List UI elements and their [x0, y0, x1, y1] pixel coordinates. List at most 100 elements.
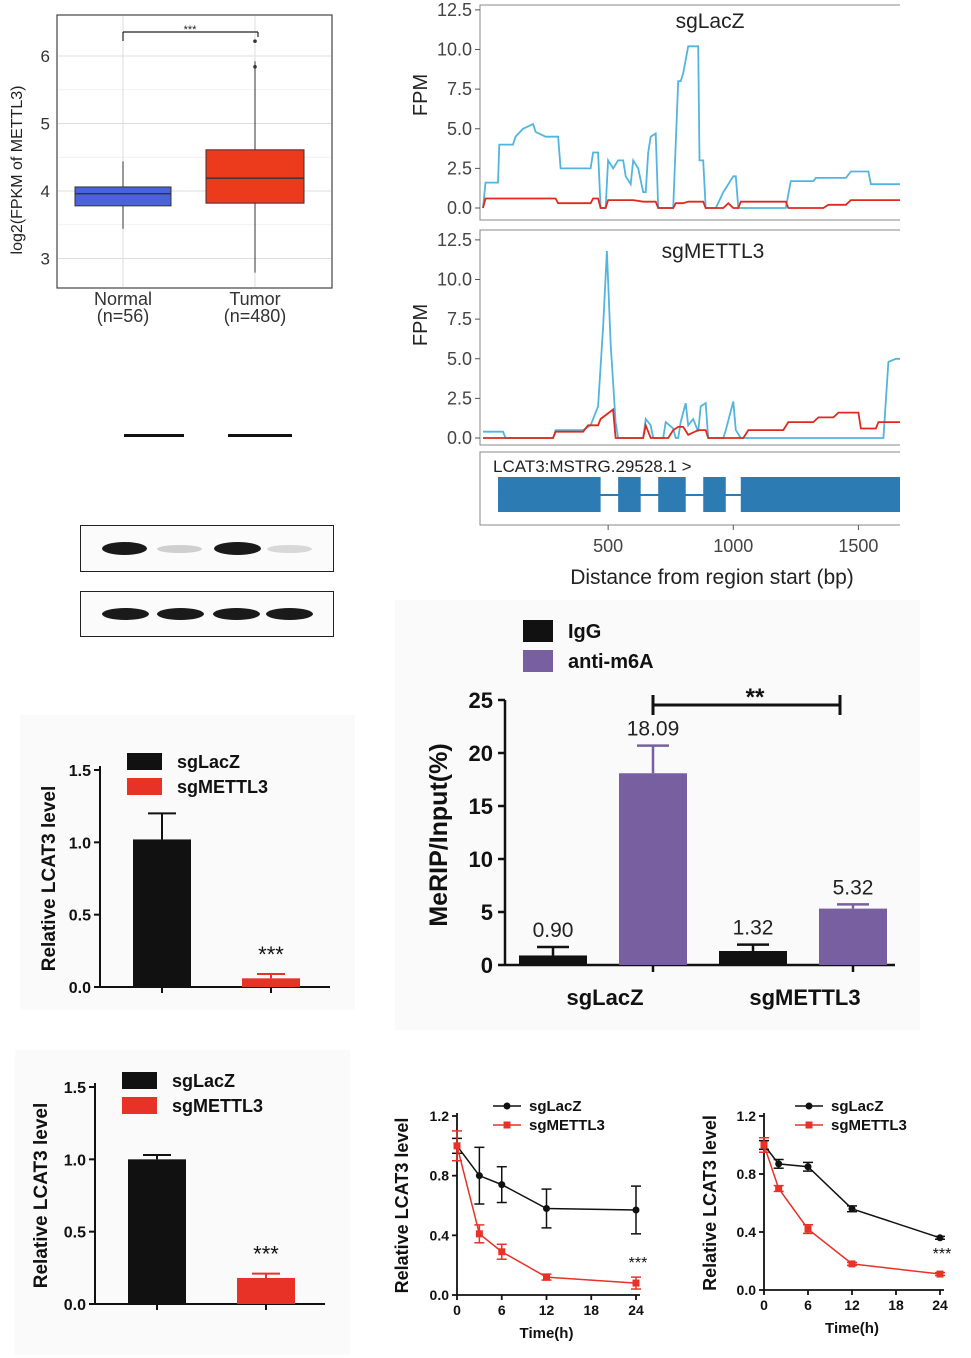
- ytick-label: 1.0: [69, 835, 91, 852]
- legend-swatch: [122, 1097, 157, 1114]
- xtick-label: 500: [593, 536, 623, 556]
- data-point: [632, 1279, 640, 1287]
- ytick-label: 1.5: [64, 1080, 86, 1097]
- coverage-trace-igg: [483, 407, 900, 439]
- ytick-label: 2.5: [447, 388, 472, 408]
- legend-label: sgLacZ: [177, 752, 240, 772]
- merip-xlabel-sgmettl3: sgMETTL3: [749, 985, 860, 1010]
- data-point: [775, 1185, 783, 1192]
- box-tumor: [205, 149, 305, 204]
- legend-marker: [805, 1121, 813, 1129]
- coverage-xlabel: Distance from region start (bp): [570, 566, 854, 589]
- legend-igg-label: IgG: [568, 621, 601, 643]
- track-title-top: sgLacZ: [676, 10, 745, 33]
- legend-m6a-label: anti-m6A: [568, 651, 654, 673]
- merip-significance: **: [746, 684, 765, 711]
- bar-chart-1: Relative LCAT3 level 0.0 0.5 1.0 1.5 sgLacZ sg…: [20, 715, 355, 1010]
- ytick-label: 20: [469, 741, 493, 766]
- coverage-trace-anti-m6a: [482, 45, 900, 209]
- legend-label: sgMETTL3: [172, 1096, 263, 1116]
- ytick-label: 6: [41, 47, 50, 66]
- data-point: [760, 1141, 768, 1149]
- series-line: [763, 1144, 941, 1239]
- boxplot-significance: ***: [184, 24, 198, 36]
- merip-xlabel-sglacz: sgLacZ: [566, 985, 643, 1010]
- ytick-label: 7.5: [447, 309, 472, 329]
- ytick-label: 1.2: [430, 1108, 450, 1124]
- ytick-label: 0.4: [430, 1227, 450, 1243]
- blot-band: [157, 608, 204, 620]
- ytick-label: 1.0: [64, 1152, 86, 1169]
- data-point: [475, 1230, 483, 1238]
- group-n-tumor: (n=480): [224, 306, 287, 326]
- exon: [740, 477, 900, 512]
- legend-swatch: [127, 753, 162, 770]
- xtick-label: 6: [498, 1302, 506, 1318]
- gene-model: [498, 477, 900, 512]
- data-point: [498, 1181, 506, 1189]
- data-point: [804, 1163, 812, 1171]
- ytick-label: 0.8: [737, 1166, 757, 1182]
- track-frame-bottom: [479, 229, 900, 446]
- gene-model-label: LCAT3:MSTRG.29528.1 >: [493, 457, 692, 476]
- data-point: [848, 1260, 856, 1268]
- coverage-traces: [482, 45, 900, 439]
- fpm-ylabel-top: FPM: [410, 74, 432, 116]
- ytick-label: 5: [41, 115, 50, 134]
- significance-label: ***: [258, 942, 284, 967]
- blot-lane-marker-left: [124, 434, 184, 437]
- xtick-label: 18: [888, 1297, 904, 1313]
- ytick-label: 7.5: [447, 79, 472, 99]
- data-point: [475, 1172, 483, 1180]
- group-n-normal: (n=56): [97, 306, 150, 326]
- ytick-label: 1.2: [737, 1108, 757, 1124]
- line-ylabel: Relative LCAT3 level: [700, 1115, 720, 1291]
- significance-label: ***: [253, 1242, 279, 1267]
- ytick-label: 0.0: [64, 1297, 86, 1314]
- legend-swatch: [122, 1072, 157, 1089]
- box-normal: [74, 186, 172, 207]
- legend-label: sgMETTL3: [177, 777, 268, 797]
- ytick-label: 0.0: [737, 1282, 757, 1298]
- ytick-label: 3: [41, 250, 50, 269]
- line-xlabel: Time(h): [520, 1325, 574, 1342]
- ytick-label: 10: [469, 847, 493, 872]
- ytick-label: 0.0: [447, 198, 472, 218]
- ytick-label: 0.8: [430, 1168, 450, 1184]
- value-label: 1.32: [733, 917, 774, 940]
- line2-chart: Relative LCAT3 level 0.0 0.4 0.8 1.2 0 6 12 18 24…: [700, 1098, 951, 1337]
- boxplot-panel: log2(FPKM of METTL3) 3 4 5 6 *** Normal (n=…: [9, 14, 333, 326]
- data-point: [453, 1142, 461, 1150]
- ytick-label: 12.5: [437, 230, 472, 250]
- bar-sgmettl3: [242, 978, 300, 987]
- exon: [498, 477, 601, 512]
- data-point: [936, 1234, 944, 1242]
- coverage-xticks: 500 1000 1500: [593, 525, 878, 556]
- boxplot-yticks: 3 4 5 6: [41, 47, 50, 269]
- legend-m6a-swatch: [523, 650, 553, 672]
- coverage-yticks: 0.0 2.5 5.0 7.5 10.0 12.5 0.0 2.5 5.0 7.5 10.0 12.5: [437, 0, 480, 448]
- ytick-label: 4: [41, 182, 50, 201]
- decay-chart-1: Relative LCAT3 level 0.0 0.4 0.8 1.2 0 6 12 18 24…: [392, 1098, 647, 1342]
- bar-sglacz: [128, 1159, 186, 1304]
- track-frame-top: [479, 4, 900, 221]
- legend-marker: [805, 1102, 813, 1110]
- ytick-label: 0: [481, 953, 493, 978]
- xtick-label: 18: [583, 1302, 599, 1318]
- exon: [618, 477, 641, 512]
- blot-band: [213, 608, 260, 620]
- legend-marker: [503, 1121, 511, 1129]
- xtick-label: 1500: [838, 536, 878, 556]
- merip-panel: IgG anti-m6A MeRIP/Input(%) 0 5 10 15 20 25 0.…: [395, 600, 920, 1030]
- ytick-label: 0.4: [737, 1224, 757, 1240]
- group-label-tumor: Tumor: [229, 289, 280, 309]
- legend-swatch: [127, 778, 162, 795]
- ytick-label: 0.5: [69, 908, 91, 925]
- decay-chart-2: Relative LCAT3 level 0.0 0.4 0.8 1.2 0 6 12 18 24…: [700, 1098, 951, 1337]
- ytick-label: 0.5: [64, 1225, 86, 1242]
- ytick-label: 5.0: [447, 349, 472, 369]
- group-label-normal: Normal: [94, 289, 152, 309]
- data-point: [498, 1248, 506, 1256]
- bar-anti-m6a: [819, 908, 887, 965]
- blot-lane-marker-right: [228, 434, 292, 437]
